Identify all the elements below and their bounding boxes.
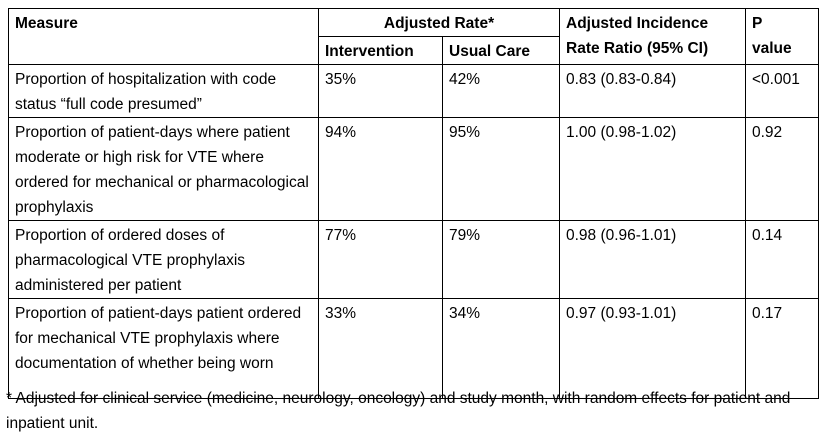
header-usual-care: Usual Care xyxy=(442,36,560,65)
header-irr-line-1: Adjusted Incidence xyxy=(566,15,709,32)
table-row: Proportion of patient-days patient order… xyxy=(8,298,819,399)
header-row-2: Intervention Usual Care xyxy=(9,36,819,65)
measure-cell: Proportion of patient-days where patient… xyxy=(8,117,319,221)
header-p-value: P value xyxy=(745,8,819,65)
intervention-cell: 94% xyxy=(318,117,443,221)
table-row: Proportion of ordered doses of pharmacol… xyxy=(8,220,819,299)
irr-cell: 1.00 (0.98-1.02) xyxy=(559,117,746,221)
table-row: Proportion of hospitalization with code … xyxy=(8,64,819,118)
irr-cell: 0.98 (0.96-1.01) xyxy=(559,220,746,299)
intervention-cell: 77% xyxy=(318,220,443,299)
p-value-cell: 0.14 xyxy=(745,220,819,299)
usual-care-cell: 34% xyxy=(442,298,560,399)
intervention-cell: 35% xyxy=(318,64,443,118)
header-irr-line-2: Rate Ratio (95% CI) xyxy=(566,40,709,57)
usual-care-cell: 95% xyxy=(442,117,560,221)
header-row-1: Measure Adjusted Rate* Adjusted Incidenc… xyxy=(8,8,819,65)
table-row: Proportion of patient-days where patient… xyxy=(8,117,819,221)
header-measure: Measure xyxy=(8,8,319,65)
header-intervention: Intervention xyxy=(318,36,443,65)
p-value-cell: 0.92 xyxy=(745,117,819,221)
intervention-cell: 33% xyxy=(318,298,443,399)
irr-cell: 0.97 (0.93-1.01) xyxy=(559,298,746,399)
header-incidence-rate-ratio: Adjusted Incidence Rate Ratio (95% CI) xyxy=(559,8,746,65)
irr-cell: 0.83 (0.83-0.84) xyxy=(559,64,746,118)
usual-care-cell: 42% xyxy=(442,64,560,118)
measure-cell: Proportion of ordered doses of pharmacol… xyxy=(8,220,319,299)
p-value-cell: 0.17 xyxy=(745,298,819,399)
measure-cell: Proportion of hospitalization with code … xyxy=(8,64,319,118)
usual-care-cell: 79% xyxy=(442,220,560,299)
header-adjusted-rate: Adjusted Rate* xyxy=(318,8,560,37)
p-value-cell: <0.001 xyxy=(745,64,819,118)
measure-cell: Proportion of patient-days patient order… xyxy=(8,298,319,399)
table-footnote: * Adjusted for clinical service (medicin… xyxy=(6,390,791,432)
results-table: Measure Adjusted Rate* Adjusted Incidenc… xyxy=(8,8,819,399)
header-p-line-1: P xyxy=(752,15,763,32)
header-p-line-2: value xyxy=(752,40,792,57)
